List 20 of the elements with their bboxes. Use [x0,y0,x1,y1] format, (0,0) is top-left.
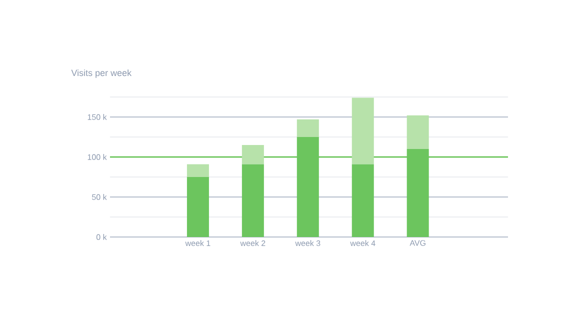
bar [186,176,209,237]
x-tick-label: week 4 [350,240,376,246]
y-tick-label: 150 k [88,114,107,120]
bar [186,164,209,177]
bar [242,164,264,237]
bar [406,115,429,149]
y-tick-label: 50 k [92,194,107,200]
bar [352,164,374,237]
bar [296,136,319,237]
x-tick-label: week 2 [240,240,266,246]
bar [352,98,374,164]
x-tick-label: week 1 [185,240,210,246]
bar [242,144,264,164]
x-tick-label: week 3 [295,240,320,246]
bar [296,119,319,137]
chart-title: Visits per week [71,69,132,78]
x-tick-label: AVG [410,240,426,246]
bar [406,148,429,237]
y-tick-label: 100 k [88,154,107,160]
y-tick-label: 0 k [96,234,107,240]
